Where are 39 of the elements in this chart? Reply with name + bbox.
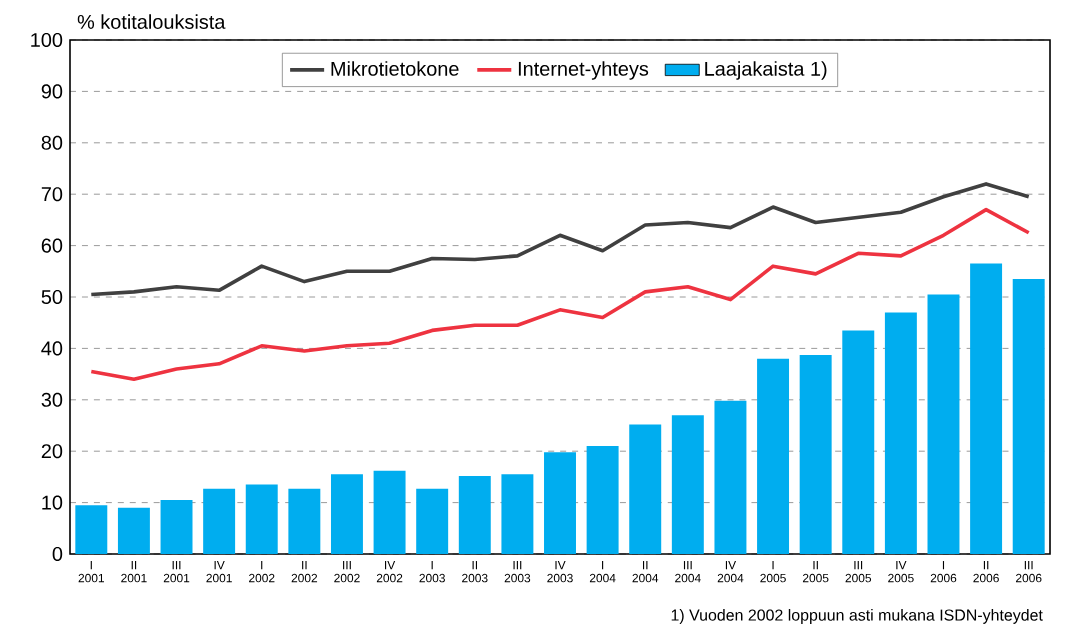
legend-label: Laajakaista 1) xyxy=(705,61,827,80)
y-tick-label: 40 xyxy=(41,341,63,356)
bar xyxy=(1012,279,1045,554)
y-tick-label: 0 xyxy=(52,546,63,562)
bar xyxy=(671,415,704,554)
bar xyxy=(288,488,321,554)
bar xyxy=(373,470,406,554)
y-tick-label: 60 xyxy=(41,238,63,253)
y-tick-label: 20 xyxy=(41,444,63,459)
bar xyxy=(842,330,875,554)
y-tick-label: 100 xyxy=(31,32,63,48)
bar xyxy=(75,505,108,554)
bar xyxy=(927,294,960,554)
bar xyxy=(501,474,534,554)
bar xyxy=(714,400,747,554)
bar xyxy=(884,312,917,554)
bar xyxy=(117,507,150,554)
y-tick-label: 10 xyxy=(42,495,63,510)
bar xyxy=(544,452,576,554)
bar xyxy=(799,355,832,554)
bar xyxy=(629,424,662,554)
bar xyxy=(245,484,278,554)
bar xyxy=(160,500,193,554)
y-tick-label: 80 xyxy=(41,135,63,150)
bar xyxy=(203,488,236,554)
y-tick-label: 30 xyxy=(41,392,63,407)
bar xyxy=(458,475,491,554)
bar xyxy=(586,446,619,554)
y-axis-title: % kotitalouksista xyxy=(77,14,226,29)
bar xyxy=(757,358,790,554)
bar xyxy=(970,263,1003,554)
y-tick-label: 70 xyxy=(41,187,63,202)
bar xyxy=(416,488,449,554)
y-tick-label: 50 xyxy=(41,289,63,305)
legend-label: Internet-yhteys xyxy=(518,61,649,80)
legend-label: Mikrotietokone xyxy=(331,61,459,76)
bar xyxy=(330,474,363,554)
y-tick-label: 90 xyxy=(41,84,63,99)
line-series xyxy=(89,207,1031,382)
